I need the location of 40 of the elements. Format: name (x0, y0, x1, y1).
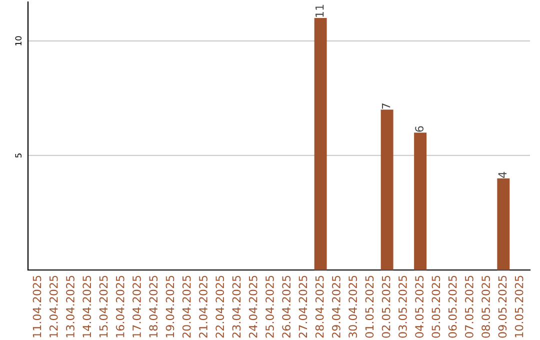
x-tick-label: 21.04.2025 (199, 276, 208, 338)
x-tick-label: 06.05.2025 (448, 276, 457, 338)
x-tick-label: 29.04.2025 (332, 276, 340, 338)
x-tick-label: 20.04.2025 (182, 276, 191, 338)
x-tick-label: 14.04.2025 (82, 276, 92, 338)
x-tick-label: 09.05.2025 (498, 276, 507, 338)
x-tick-label: 17.04.2025 (132, 276, 141, 338)
x-tick-label: 28.04.2025 (315, 276, 324, 338)
x-tick-label: 15.04.2025 (99, 276, 108, 338)
x-tick-label: 18.04.2025 (149, 276, 158, 338)
x-tick-label: 13.04.2025 (66, 276, 74, 338)
x-tick-label: 07.05.2025 (464, 276, 474, 338)
bar (414, 132, 427, 270)
x-tick-label: 11.04.2025 (32, 276, 42, 338)
x-tick-label: 04.05.2025 (415, 276, 424, 338)
bar (497, 178, 510, 270)
x-tick-label: 24.04.2025 (248, 276, 258, 338)
y-tick-label: 5 (15, 154, 22, 158)
x-tick-label: 05.05.2025 (432, 276, 440, 338)
x-tick-label: 01.05.2025 (365, 276, 374, 338)
data-label: 6 (415, 126, 424, 132)
x-tick-label: 03.05.2025 (398, 276, 407, 338)
x-tick-label: 22.04.2025 (216, 276, 224, 338)
x-tick-label: 08.05.2025 (482, 276, 490, 338)
y-tick-label: 10 (15, 36, 22, 46)
x-tick-label: 02.05.2025 (382, 276, 390, 338)
x-tick-label: 25.04.2025 (266, 276, 274, 338)
x-tick-label: 12.04.2025 (49, 276, 58, 338)
bar (380, 110, 394, 270)
x-tick-label: 30.04.2025 (348, 276, 358, 338)
x-tick-label: 26.04.2025 (282, 276, 291, 338)
data-label: 11 (316, 4, 324, 17)
x-tick-label: 23.04.2025 (232, 276, 241, 338)
x-tick-label: 16.04.2025 (116, 276, 124, 338)
data-label: 4 (498, 172, 506, 178)
data-label: 7 (382, 104, 390, 109)
bar (314, 18, 327, 270)
x-tick-label: 10.05.2025 (514, 276, 524, 338)
x-tick-label: 27.04.2025 (298, 276, 308, 338)
x-tick-label: 19.04.2025 (166, 276, 174, 338)
